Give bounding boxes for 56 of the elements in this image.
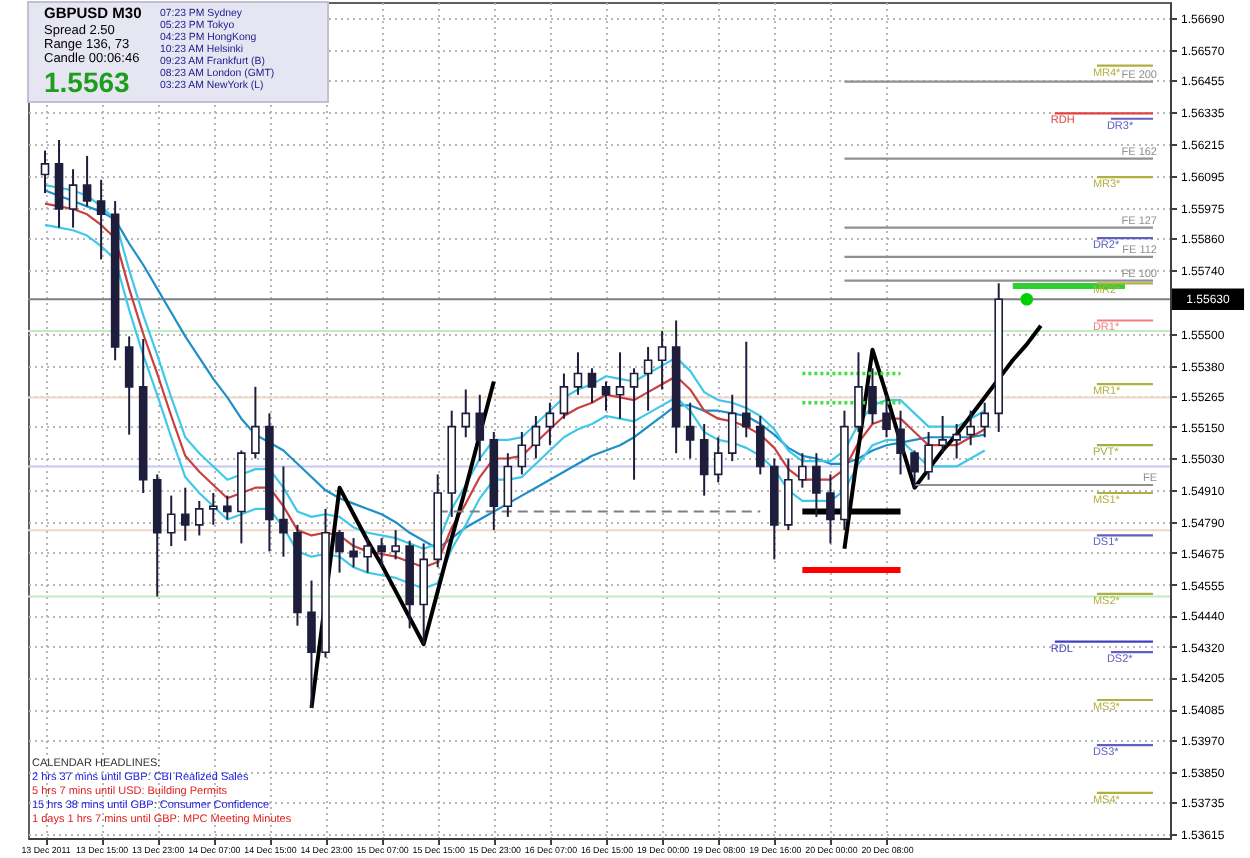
candlestick (559, 372, 569, 420)
candlestick (629, 367, 639, 481)
candlestick (96, 178, 106, 261)
candlestick (391, 529, 400, 561)
candlestick (826, 473, 835, 545)
candlestick (223, 494, 232, 521)
candlestick (798, 452, 807, 489)
candlestick (461, 388, 471, 439)
annotation: 1.5563 (44, 66, 131, 98)
candlestick (307, 579, 316, 709)
candlestick (209, 491, 218, 526)
candlestick (938, 415, 947, 455)
candlestick (868, 367, 877, 425)
candlestick (124, 335, 134, 436)
candlestick (741, 340, 751, 439)
candlestick (166, 494, 176, 548)
candlestick (251, 385, 260, 460)
candlestick (40, 149, 50, 195)
candlestick (545, 401, 555, 447)
candlestick (924, 430, 933, 481)
candlestick (685, 401, 695, 460)
candlestick (180, 486, 190, 542)
candlestick (503, 452, 513, 518)
line-series (309, 379, 496, 710)
candlestick (713, 436, 723, 484)
candlestick (980, 401, 989, 439)
candlestick (910, 449, 919, 489)
candlestick (896, 409, 905, 476)
candlestick (363, 537, 372, 574)
candlestick (854, 351, 863, 433)
candlestick (952, 422, 961, 460)
candlestick (68, 168, 78, 229)
candlestick (279, 465, 288, 558)
candlestick (882, 393, 891, 439)
candlestick (82, 154, 92, 208)
candlestick (377, 537, 386, 569)
candlestick (335, 529, 344, 574)
candlestick (784, 457, 793, 532)
candlestick (573, 351, 583, 396)
candlestick (727, 393, 737, 463)
candlestick (643, 346, 653, 412)
candlestick (755, 415, 765, 476)
candlestick (657, 330, 667, 391)
candlestick (475, 393, 485, 463)
candlestick (601, 380, 611, 412)
candlestick (812, 452, 821, 518)
candlestick (966, 409, 975, 447)
candlestick (587, 367, 597, 404)
candlestick (517, 430, 527, 476)
candlestick (699, 422, 709, 497)
candlestick (194, 499, 204, 537)
candlestick (531, 415, 541, 460)
candlestick (349, 537, 358, 569)
candlestick (54, 139, 64, 229)
candlestick (615, 351, 625, 420)
candlestick (419, 542, 428, 646)
